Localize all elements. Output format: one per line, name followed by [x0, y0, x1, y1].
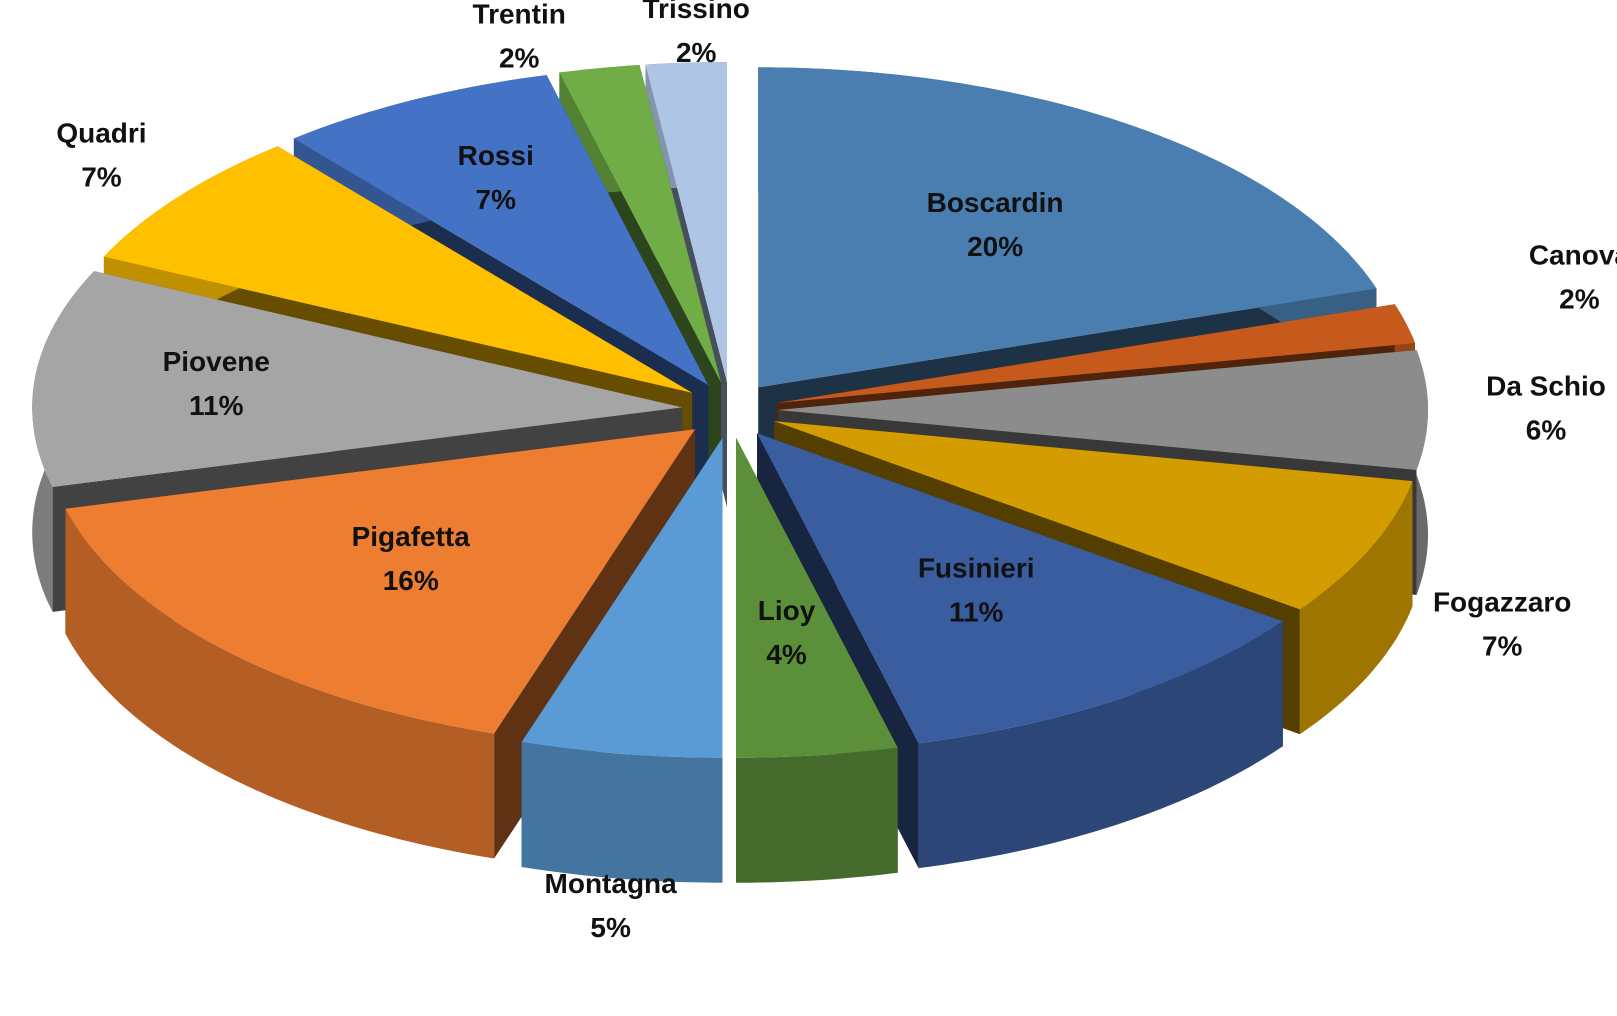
slice-top — [65, 429, 695, 734]
slice-top — [32, 271, 683, 487]
slice-value-label: 16% — [383, 565, 439, 596]
slice-value-label: 20% — [967, 231, 1023, 262]
slice-top — [757, 433, 1283, 744]
slice-label: Rossi — [458, 140, 534, 171]
slice-label: Fusinieri — [918, 552, 1035, 583]
slice-value-label: 6% — [1526, 414, 1567, 445]
slice-wall — [521, 742, 723, 883]
slice-wall — [918, 621, 1283, 869]
slice-label: Trissino — [642, 0, 749, 24]
slice-label: Quadri — [56, 118, 146, 149]
slice-top — [521, 437, 723, 758]
slice-top — [559, 65, 721, 383]
slice-value-label: 11% — [949, 596, 1004, 627]
slice-label: Trentin — [473, 0, 566, 30]
slice-value-label: 7% — [1482, 630, 1523, 661]
slice-label: Pigafetta — [352, 521, 471, 552]
slice-label: Montagna — [545, 868, 678, 899]
slice-value-label: 2% — [499, 43, 540, 74]
slice-label: Piovene — [163, 346, 270, 377]
slice-top — [645, 62, 727, 383]
slice-top — [758, 67, 1377, 388]
slice — [736, 437, 898, 883]
slice-top — [293, 75, 709, 386]
slice-value-label: 5% — [590, 912, 631, 943]
slice-top — [778, 350, 1428, 470]
slice-top — [103, 146, 693, 393]
slice-top — [776, 304, 1415, 403]
slice-value-label: 7% — [81, 162, 122, 193]
slice-label: Da Schio — [1486, 370, 1606, 401]
slice-value-label: 4% — [766, 639, 807, 670]
slice-label: Boscardin — [927, 187, 1064, 218]
slice-label: Lioy — [758, 595, 816, 626]
slice-value-label: 7% — [476, 184, 517, 215]
slice-value-label: 2% — [1559, 284, 1600, 315]
slice-label: Fogazzaro — [1433, 586, 1571, 617]
slice-top — [774, 421, 1413, 610]
slice — [521, 437, 723, 883]
slice-wall — [65, 508, 495, 859]
slice-value-label: 11% — [189, 390, 244, 421]
slice-wall — [736, 747, 898, 883]
slice-label: Canova — [1529, 240, 1617, 271]
slice-top — [736, 437, 898, 758]
slice-value-label: 2% — [676, 37, 717, 68]
slice-wall — [1299, 481, 1413, 735]
